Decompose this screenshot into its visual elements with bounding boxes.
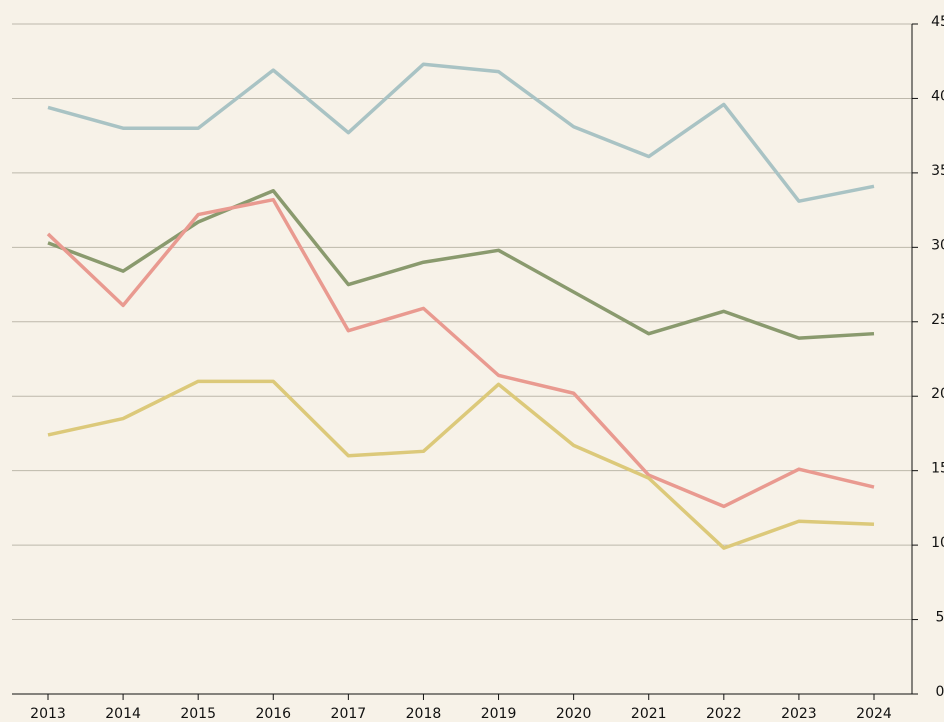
- x-tick-label: 2015: [180, 706, 216, 722]
- y-tick-label: 35: [931, 163, 944, 179]
- line-series: [47, 379, 875, 550]
- x-tick-label: 2016: [255, 706, 291, 722]
- y-tick-label: 40: [931, 88, 944, 104]
- x-tick-label: 2013: [30, 706, 66, 722]
- line-series: [47, 62, 875, 203]
- line-series: [47, 189, 875, 340]
- line-series: [46, 197, 875, 509]
- x-tick-label: 2017: [331, 706, 367, 722]
- y-tick-label: 45: [931, 14, 944, 30]
- y-tick-label: 25: [931, 312, 944, 328]
- y-tick-label: 5: [936, 610, 944, 626]
- x-tick-label: 2019: [481, 706, 517, 722]
- y-tick-label: 10: [931, 535, 944, 551]
- x-tick-label: 2020: [556, 706, 592, 722]
- y-tick-label: 30: [931, 237, 944, 253]
- x-tick-label: 2021: [631, 706, 667, 722]
- y-tick-label: 0: [936, 684, 944, 700]
- y-tick-label: 15: [931, 461, 944, 477]
- x-tick-label: 2022: [706, 706, 742, 722]
- y-tick-label: 20: [931, 386, 944, 402]
- x-tick-label: 2014: [105, 706, 141, 722]
- x-tick-label: 2024: [856, 706, 892, 722]
- x-tick-label: 2023: [781, 706, 817, 722]
- x-tick-label: 2018: [406, 706, 442, 722]
